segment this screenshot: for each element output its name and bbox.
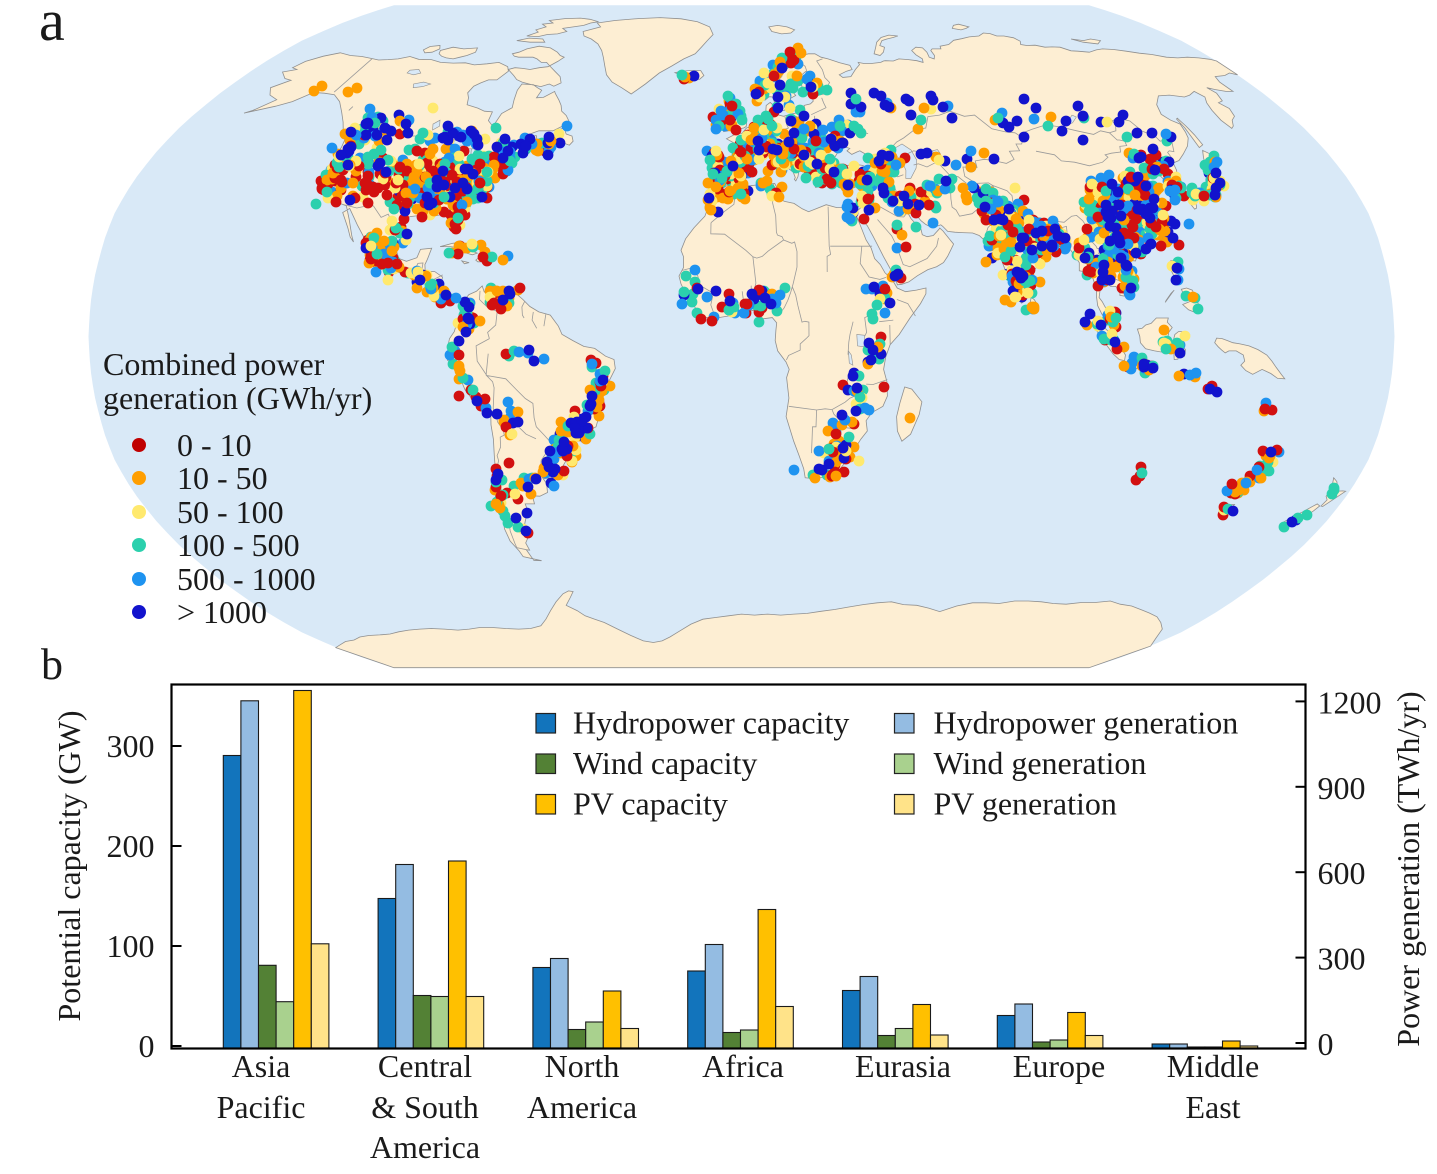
svg-text:Pacific: Pacific — [217, 1089, 306, 1125]
svg-text:generation (GWh/yr): generation (GWh/yr) — [103, 380, 372, 416]
svg-text:> 1000: > 1000 — [177, 594, 267, 630]
svg-text:Africa: Africa — [702, 1048, 784, 1084]
svg-text:Eurasia: Eurasia — [855, 1048, 951, 1084]
svg-text:0 - 10: 0 - 10 — [177, 427, 252, 463]
svg-text:50 - 100: 50 - 100 — [177, 494, 284, 530]
svg-text:Wind capacity: Wind capacity — [573, 745, 757, 781]
svg-text:100 - 500: 100 - 500 — [177, 527, 300, 563]
svg-text:Europe: Europe — [1013, 1048, 1105, 1084]
svg-text:Central: Central — [378, 1048, 472, 1084]
svg-text:North: North — [545, 1048, 620, 1084]
svg-text:200: 200 — [107, 828, 155, 864]
svg-text:500 - 1000: 500 - 1000 — [177, 561, 316, 597]
svg-text:1200: 1200 — [1318, 684, 1382, 720]
svg-text:Hydropower generation: Hydropower generation — [934, 704, 1239, 740]
svg-text:Hydropower capacity: Hydropower capacity — [573, 704, 849, 740]
svg-text:& South: & South — [371, 1089, 479, 1125]
svg-text:a: a — [39, 0, 65, 53]
svg-text:Wind generation: Wind generation — [934, 745, 1147, 781]
svg-text:0: 0 — [1318, 1026, 1334, 1062]
svg-text:Asia: Asia — [232, 1048, 291, 1084]
svg-text:100: 100 — [107, 928, 155, 964]
svg-text:900: 900 — [1318, 770, 1366, 806]
svg-text:0: 0 — [139, 1028, 155, 1064]
svg-text:b: b — [41, 640, 63, 689]
svg-text:America: America — [370, 1129, 480, 1165]
svg-text:Combined power: Combined power — [103, 346, 325, 382]
svg-text:East: East — [1185, 1089, 1240, 1125]
svg-text:PV generation: PV generation — [934, 785, 1117, 821]
svg-text:300: 300 — [107, 728, 155, 764]
svg-text:300: 300 — [1318, 941, 1366, 977]
svg-text:America: America — [527, 1089, 637, 1125]
svg-text:10 - 50: 10 - 50 — [177, 460, 268, 496]
svg-text:PV capacity: PV capacity — [573, 785, 728, 821]
svg-text:Potential capacity (GW): Potential capacity (GW) — [51, 711, 87, 1022]
svg-text:Power generation (TWh/yr): Power generation (TWh/yr) — [1390, 691, 1426, 1046]
svg-text:Middle: Middle — [1167, 1048, 1259, 1084]
svg-text:600: 600 — [1318, 855, 1366, 891]
